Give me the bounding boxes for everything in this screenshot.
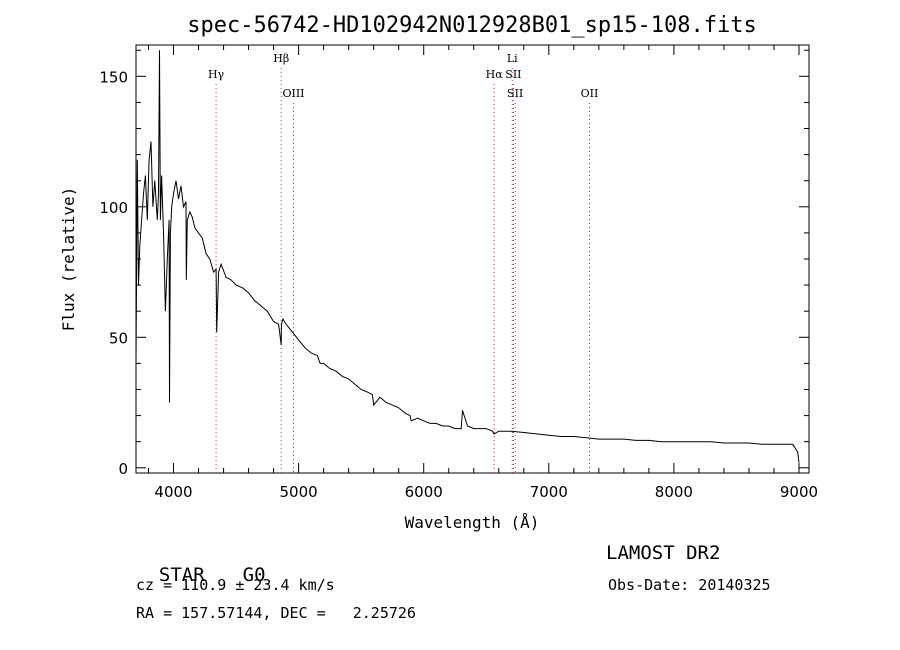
x-tick-label: 4000: [154, 483, 192, 501]
reference-line-label: Hβ: [273, 52, 289, 65]
object-class: STAR G0: [136, 542, 266, 586]
redshift-info: cz = 110.9 ± 23.4 km/s: [136, 576, 335, 594]
reference-line-label: Li: [507, 52, 518, 65]
spectrum-line: [135, 50, 800, 463]
plot-frame: [135, 44, 810, 474]
x-axis-label: Wavelength (Å): [405, 513, 540, 532]
obs-date: Obs-Date: 20140325: [608, 576, 771, 594]
subclass-label: G0: [242, 564, 266, 586]
y-tick-label: 0: [118, 460, 128, 478]
x-axis-ticks: 4000 5000 6000 7000 8000 9000: [148, 45, 818, 501]
y-tick-label: 150: [99, 68, 128, 86]
x-tick-label: 9000: [780, 483, 818, 501]
x-tick-label: 7000: [530, 483, 568, 501]
reference-line-label: SII: [507, 87, 523, 100]
reference-line-label: OIII: [282, 87, 304, 100]
coordinates: RA = 157.57144, DEC = 2.25726: [136, 604, 416, 622]
x-tick-label: 5000: [280, 483, 318, 501]
reference-line-label: SII: [505, 68, 521, 81]
class-label: STAR: [158, 564, 205, 586]
y-axis-label: Flux (relative): [59, 187, 78, 332]
x-tick-label: 8000: [655, 483, 693, 501]
reference-line-label: Hγ: [208, 68, 225, 81]
survey-label: LAMOST DR2: [606, 542, 721, 564]
x-tick-label: 6000: [405, 483, 443, 501]
y-axis-ticks: 0 50 100 150: [99, 49, 809, 478]
y-tick-label: 50: [109, 329, 128, 347]
chart-title: spec-56742-HD102942N012928B01_sp15-108.f…: [187, 13, 757, 38]
y-tick-label: 100: [99, 199, 128, 217]
reference-line-label: Hα: [486, 68, 504, 81]
reference-line-label: OII: [581, 87, 599, 100]
